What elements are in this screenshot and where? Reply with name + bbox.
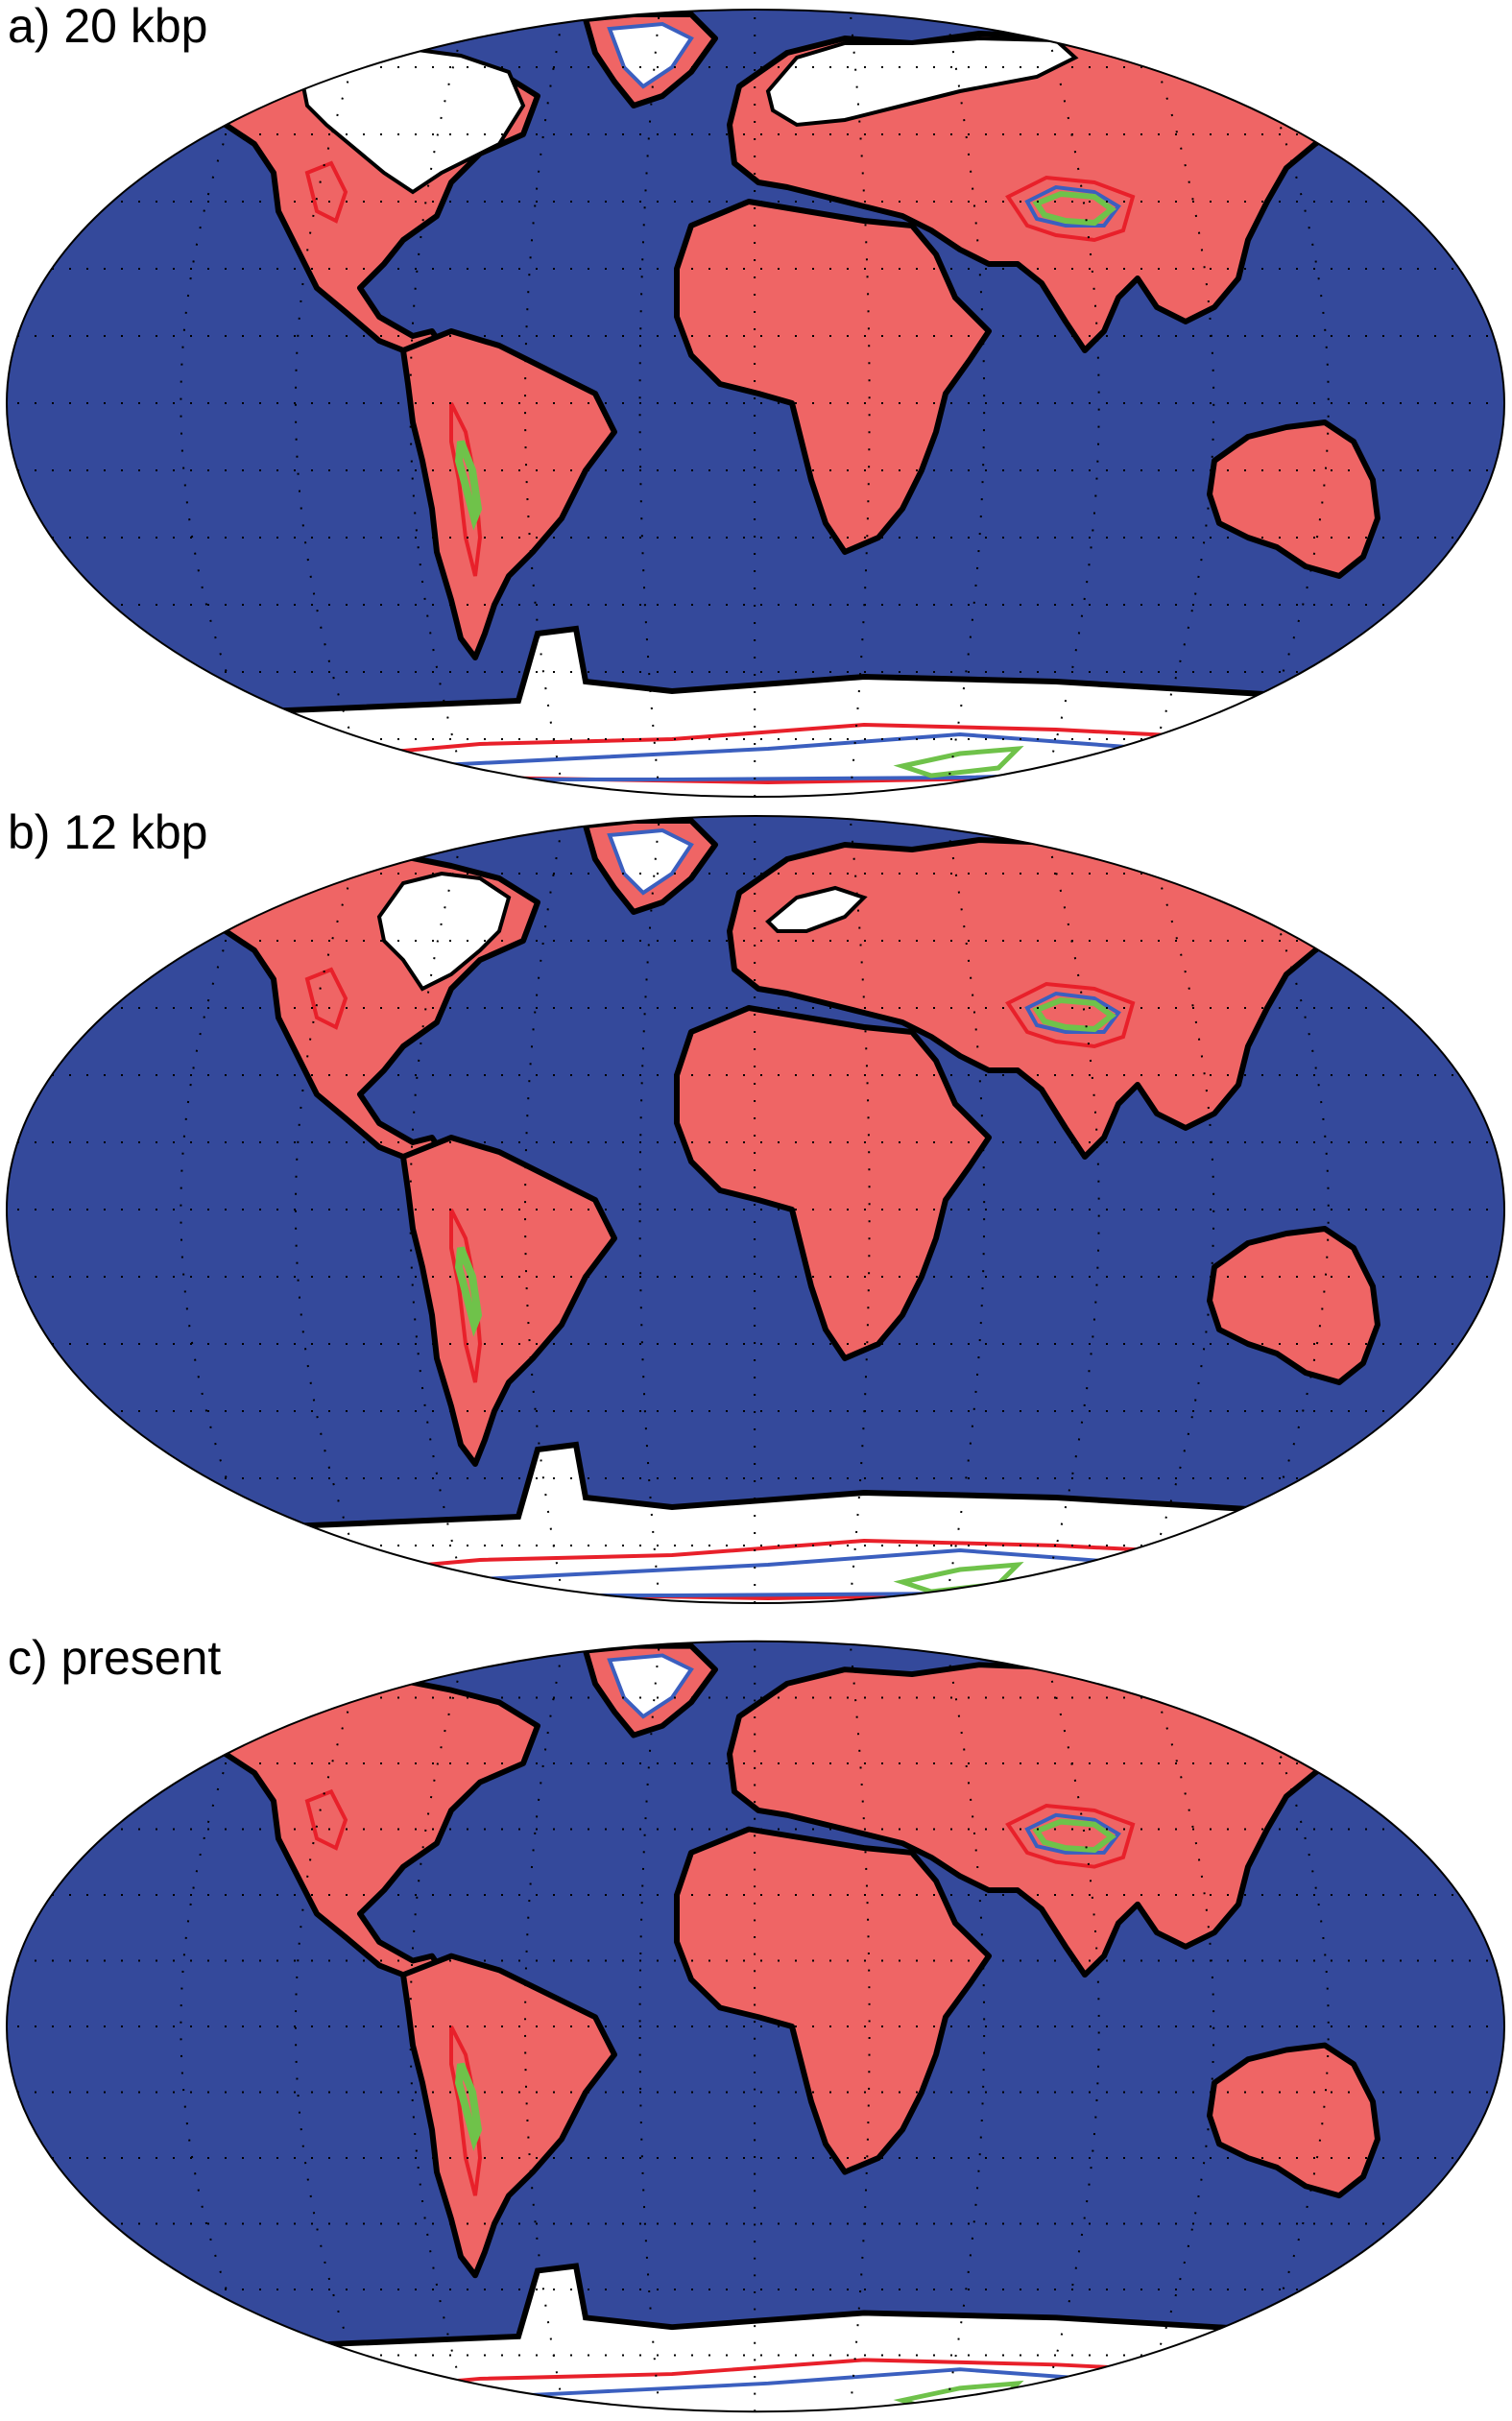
contour-green-antarctica [893, 1561, 1024, 1594]
contour-red-tibet [1005, 981, 1136, 1049]
map-panel-c: c) present [0, 1632, 1512, 2421]
ice-sheet-fenno [765, 885, 868, 933]
contour-green-tibet [1032, 1818, 1117, 1854]
world-map-c [6, 1640, 1505, 2413]
panel-label-a: a) 20 kbp [8, 0, 208, 53]
contour-red-andes [449, 402, 483, 577]
land-australia [1207, 419, 1380, 579]
map-panel-a: a) 20 kbp [0, 0, 1512, 806]
world-map-b [6, 815, 1505, 1604]
land-africa [674, 1826, 992, 2175]
map-outline [6, 815, 1505, 1604]
contour-red-andes [449, 1209, 483, 1383]
contour-red-rockies [304, 967, 348, 1030]
contour-green-tibet [1032, 996, 1117, 1033]
greenland-ice [607, 1653, 694, 1719]
contour-red-andes [449, 2025, 483, 2196]
graticule-longitude [848, 1641, 871, 2412]
panel-label-c: c) present [8, 1631, 222, 1685]
contour-green-andes [454, 1246, 483, 1337]
land-australia [1207, 2042, 1380, 2199]
map-panel-b: b) 12 kbp [0, 806, 1512, 1613]
contour-green-tibet [1032, 190, 1117, 227]
contour-blue-tibet [1024, 1812, 1121, 1855]
contour-red-tibet [1005, 175, 1136, 243]
land-australia [1207, 1226, 1380, 1385]
ice-sheet-laurentide [376, 871, 512, 992]
contour-green-antarctica [893, 745, 1024, 779]
contour-green-andes [454, 440, 483, 531]
map-outline [6, 1640, 1505, 2413]
world-map-a [6, 9, 1505, 798]
map-outline [6, 9, 1505, 798]
panel-label-b: b) 12 kbp [8, 805, 208, 859]
contour-red-rockies [304, 160, 348, 224]
land-africa [674, 1005, 992, 1361]
contour-red-tibet [1005, 1804, 1136, 1869]
greenland-ice [607, 827, 694, 896]
contour-blue-tibet [1024, 991, 1121, 1034]
contour-blue-tibet [1024, 184, 1121, 228]
land-africa [674, 199, 992, 555]
contour-red-rockies [304, 1788, 348, 1851]
greenland-ice [607, 21, 694, 89]
contour-green-andes [454, 2062, 483, 2151]
graticule-longitude [638, 1641, 661, 2412]
land-northAmerica [165, 1677, 540, 1992]
